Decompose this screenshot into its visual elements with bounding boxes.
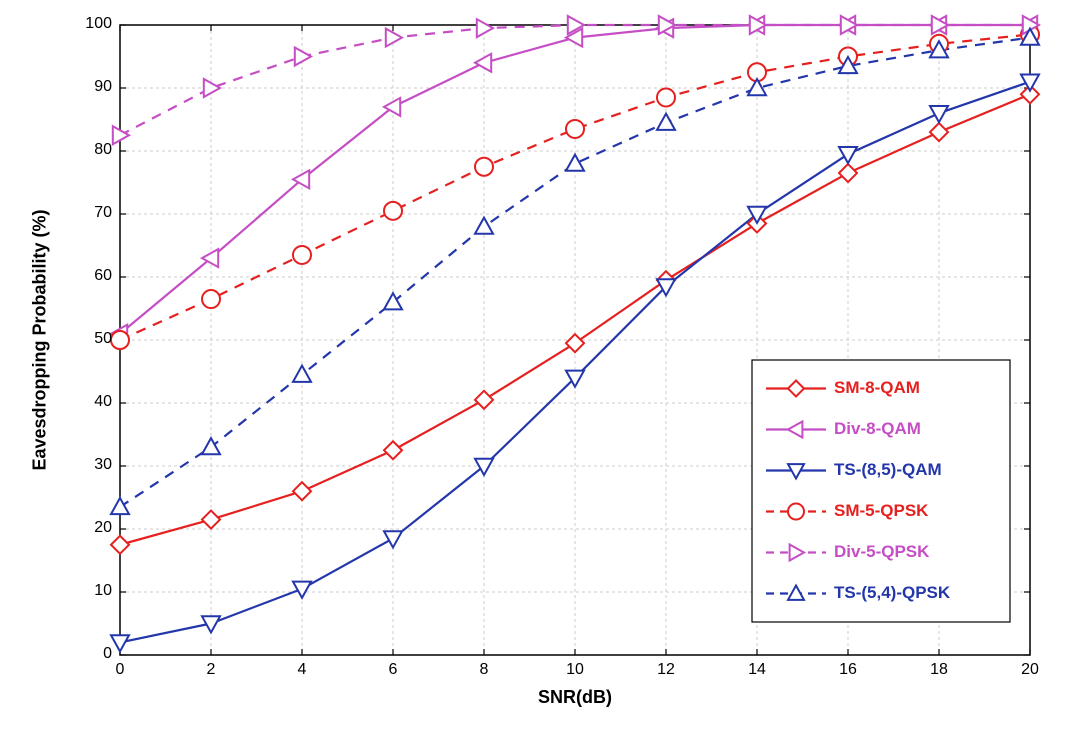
xtick-label: 18 [927,661,951,679]
x-axis-label: SNR(dB) [120,687,1030,708]
chart-container: 0 2 4 6 8 10 12 14 16 18 20 0 10 20 30 40 50 60 70 80 90 100 S… [0,0,1089,729]
ytick-label: 10 [94,582,112,600]
ytick-label: 0 [103,645,112,663]
legend-label: SM-5-QPSK [834,501,928,521]
ytick-label: 40 [94,393,112,411]
ytick-label: 30 [94,456,112,474]
ytick-label: 100 [85,15,112,33]
ytick-label: 50 [94,330,112,348]
xtick-label: 14 [745,661,769,679]
xtick-label: 6 [381,661,405,679]
xtick-label: 0 [108,661,132,679]
ytick-label: 60 [94,267,112,285]
chart-svg [0,0,1089,729]
ytick-label: 70 [94,204,112,222]
legend-label: TS-(8,5)-QAM [834,460,942,480]
xtick-label: 4 [290,661,314,679]
y-axis-label: Eavesdropping Probability (%) [30,209,51,470]
legend-label: SM-8-QAM [834,378,920,398]
xtick-label: 8 [472,661,496,679]
legend-label: TS-(5,4)-QPSK [834,583,950,603]
ytick-label: 90 [94,78,112,96]
xtick-label: 2 [199,661,223,679]
xtick-label: 12 [654,661,678,679]
ytick-label: 80 [94,141,112,159]
ytick-label: 20 [94,519,112,537]
xtick-label: 20 [1018,661,1042,679]
xtick-label: 10 [563,661,587,679]
legend-label: Div-5-QPSK [834,542,929,562]
legend-label: Div-8-QAM [834,419,921,439]
xtick-label: 16 [836,661,860,679]
